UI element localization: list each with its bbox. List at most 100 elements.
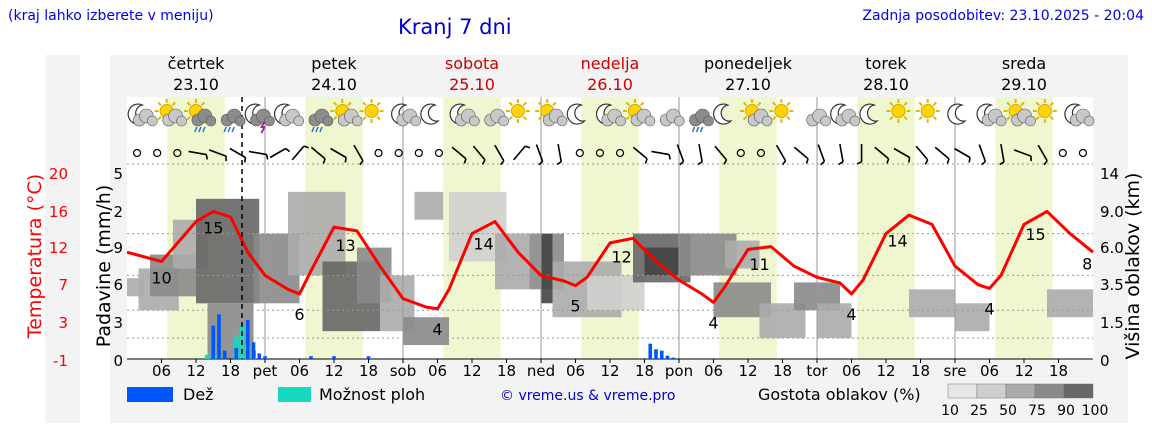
wind-barb-icon bbox=[291, 145, 305, 161]
sun-ray bbox=[625, 101, 631, 107]
wind-barb-tick bbox=[679, 160, 685, 166]
cloud-icon bbox=[279, 108, 305, 127]
precip-tick-label: 6 bbox=[113, 276, 123, 294]
x-tick-label: 18 bbox=[359, 362, 378, 380]
cloud-block bbox=[725, 240, 760, 269]
sun-ray bbox=[537, 115, 543, 121]
cloud-block bbox=[1047, 289, 1093, 318]
cloud-block bbox=[955, 303, 990, 332]
wind-barb-tick bbox=[265, 154, 269, 160]
moon-crescent bbox=[947, 103, 967, 125]
calm-wind-icon bbox=[434, 148, 444, 158]
day-date: 25.10 bbox=[449, 75, 495, 94]
weather-icon bbox=[859, 103, 879, 125]
sun-ray bbox=[1049, 101, 1055, 107]
x-tick-label: 06 bbox=[842, 362, 861, 380]
rain-legend-swatch bbox=[127, 387, 173, 402]
weather-icon bbox=[806, 108, 831, 127]
x-tick-label: 18 bbox=[773, 362, 792, 380]
sun-ray bbox=[1035, 115, 1040, 121]
wind-barb-icon bbox=[248, 150, 267, 156]
rain-drop bbox=[691, 126, 696, 133]
sun-ray bbox=[786, 101, 791, 107]
sun-ray bbox=[376, 101, 381, 107]
rain-bar bbox=[217, 314, 221, 359]
wind-barb-tick bbox=[856, 161, 862, 165]
cloud-icon bbox=[981, 108, 1007, 127]
wind-barb-tick bbox=[205, 154, 209, 160]
temp-tick-label: 20 bbox=[49, 165, 68, 183]
cloud-icon bbox=[630, 108, 656, 127]
moon-icon bbox=[859, 103, 879, 125]
weather-icon bbox=[273, 103, 305, 127]
cloud-icon bbox=[337, 108, 363, 127]
cloud-tick-label: 0 bbox=[1100, 352, 1110, 370]
sun-disc bbox=[364, 104, 379, 118]
cloud-density-swatch bbox=[1034, 383, 1065, 399]
day-date: 23.10 bbox=[173, 75, 219, 94]
cloud-puff bbox=[410, 115, 422, 127]
cloud-tick-label: 14 bbox=[1100, 165, 1119, 183]
moon-icon bbox=[947, 103, 967, 125]
wind-barb-icon bbox=[775, 144, 787, 162]
wind-barb-icon bbox=[793, 146, 809, 160]
sun-icon bbox=[1032, 99, 1057, 123]
cloud-puff bbox=[673, 115, 685, 127]
cloud-puff bbox=[205, 115, 217, 127]
x-tick-label: tor bbox=[806, 362, 828, 380]
wind-barb-tick bbox=[524, 145, 531, 149]
moon-crescent bbox=[420, 103, 440, 125]
temp-value-label: 5 bbox=[570, 297, 580, 316]
sun-ray bbox=[1006, 115, 1011, 121]
temperature-line bbox=[126, 209, 1094, 311]
wind-barb-tick bbox=[359, 160, 364, 166]
location-hint[interactable]: (kraj lahko izberete v meniju) bbox=[8, 8, 214, 24]
cloud-puff bbox=[1025, 115, 1036, 127]
cloud-icon bbox=[220, 108, 246, 127]
sun-ray bbox=[522, 115, 528, 121]
cloud-block bbox=[495, 233, 530, 290]
x-tick-label: 12 bbox=[186, 362, 205, 380]
temp-value-label: 15 bbox=[1025, 225, 1045, 244]
temp-value-label: 8 bbox=[1082, 255, 1092, 274]
cloud-puff bbox=[615, 115, 627, 127]
temp-value-label: 4 bbox=[708, 313, 718, 332]
cloud-block bbox=[817, 303, 852, 339]
cloud-density-swatch bbox=[976, 383, 1007, 399]
wind-barb-tick bbox=[968, 157, 971, 163]
sun-ray bbox=[200, 101, 206, 107]
cloud-tick-label: 9.0 bbox=[1100, 203, 1124, 221]
moon-crescent bbox=[566, 103, 587, 125]
cloud-puff bbox=[849, 115, 861, 127]
cloud-puff bbox=[176, 115, 187, 127]
sun-disc bbox=[920, 104, 935, 118]
sun-ray bbox=[742, 101, 748, 107]
wind-barb-icon bbox=[269, 147, 287, 159]
wind-barb-tick bbox=[344, 157, 347, 163]
temp-tick-label: 12 bbox=[49, 239, 68, 257]
wind-barb-tick bbox=[644, 158, 648, 164]
credit-link[interactable]: © vreme.us & vreme.pro bbox=[500, 388, 676, 404]
wind-barb-icon bbox=[451, 146, 467, 160]
cloud-block bbox=[414, 191, 444, 220]
sun-ray bbox=[333, 115, 338, 121]
sun-ray bbox=[786, 115, 791, 121]
wind-barb-icon bbox=[698, 143, 703, 163]
cloud-puff bbox=[469, 115, 480, 127]
weather-icon bbox=[359, 99, 384, 123]
precip-tick-label: 0 bbox=[113, 352, 123, 370]
wind-barb-icon bbox=[714, 145, 728, 161]
cloud-icon bbox=[1069, 108, 1095, 127]
rain-bar bbox=[222, 350, 227, 359]
weather-icon bbox=[740, 99, 773, 127]
temp-value-label: 11 bbox=[749, 255, 769, 274]
rain-drop bbox=[202, 126, 206, 133]
x-tick-label: 06 bbox=[704, 362, 723, 380]
wind-barb-tick bbox=[538, 160, 544, 166]
x-tick-label: 18 bbox=[635, 362, 654, 380]
sun-disc bbox=[1037, 104, 1052, 118]
calm-wind-icon bbox=[575, 148, 584, 158]
x-tick-label: 12 bbox=[876, 362, 895, 380]
wind-barb-icon bbox=[494, 144, 505, 162]
rain-bar bbox=[648, 343, 653, 359]
